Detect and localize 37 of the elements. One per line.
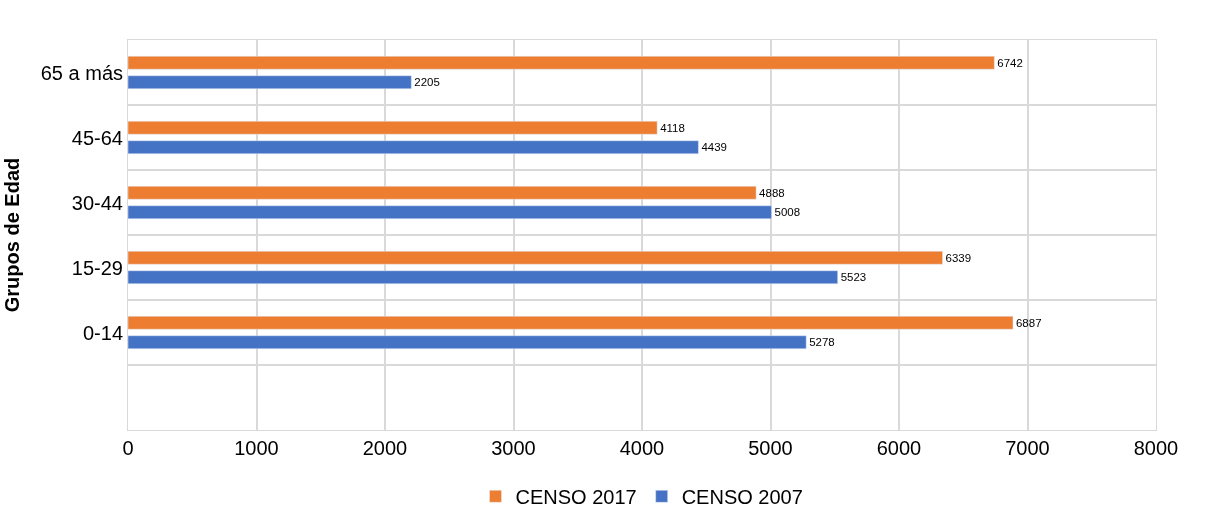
bar: [128, 75, 412, 89]
data-label: 6742: [997, 56, 1023, 69]
data-label: 4118: [660, 121, 685, 134]
y-axis-title: Grupos de Edad: [1, 157, 24, 313]
x-tick-label: 5000: [748, 437, 793, 459]
x-tick-label: 8000: [1133, 437, 1179, 459]
y-tick-label: 30-44: [71, 191, 123, 214]
x-tick-label: 2000: [362, 437, 408, 459]
x-tick-label: 1000: [234, 437, 279, 459]
x-tick-label: 4000: [619, 437, 665, 459]
bar: [128, 121, 658, 135]
bar: [128, 270, 838, 284]
bar: [128, 205, 772, 219]
data-label: 2205: [414, 76, 440, 89]
bar: [128, 186, 757, 200]
x-tick-label: 3000: [491, 437, 536, 459]
y-tick-label: 0-14: [82, 321, 123, 344]
data-label: 6887: [1015, 316, 1042, 329]
bar: [128, 251, 943, 265]
x-tick-label: 0: [122, 437, 134, 459]
data-label: 4439: [701, 141, 727, 154]
y-tick-label: 15-29: [71, 256, 123, 279]
data-label: 6339: [945, 251, 972, 264]
legend-label: CENSO 2017: [515, 486, 637, 509]
bar: [128, 140, 699, 154]
data-label: 4888: [759, 186, 785, 199]
bar: [128, 316, 1014, 330]
data-label: 5278: [809, 336, 835, 349]
y-tick-label: 45-64: [71, 126, 123, 149]
y-tick-label: 65 a más: [40, 61, 123, 84]
x-tick-label: 6000: [876, 437, 922, 459]
bar: [128, 335, 807, 349]
bar: [128, 56, 995, 70]
data-label: 5523: [840, 271, 867, 284]
x-tick-label: 7000: [1005, 437, 1050, 459]
data-label: 5008: [774, 206, 801, 219]
legend-label: CENSO 2007: [681, 486, 803, 509]
